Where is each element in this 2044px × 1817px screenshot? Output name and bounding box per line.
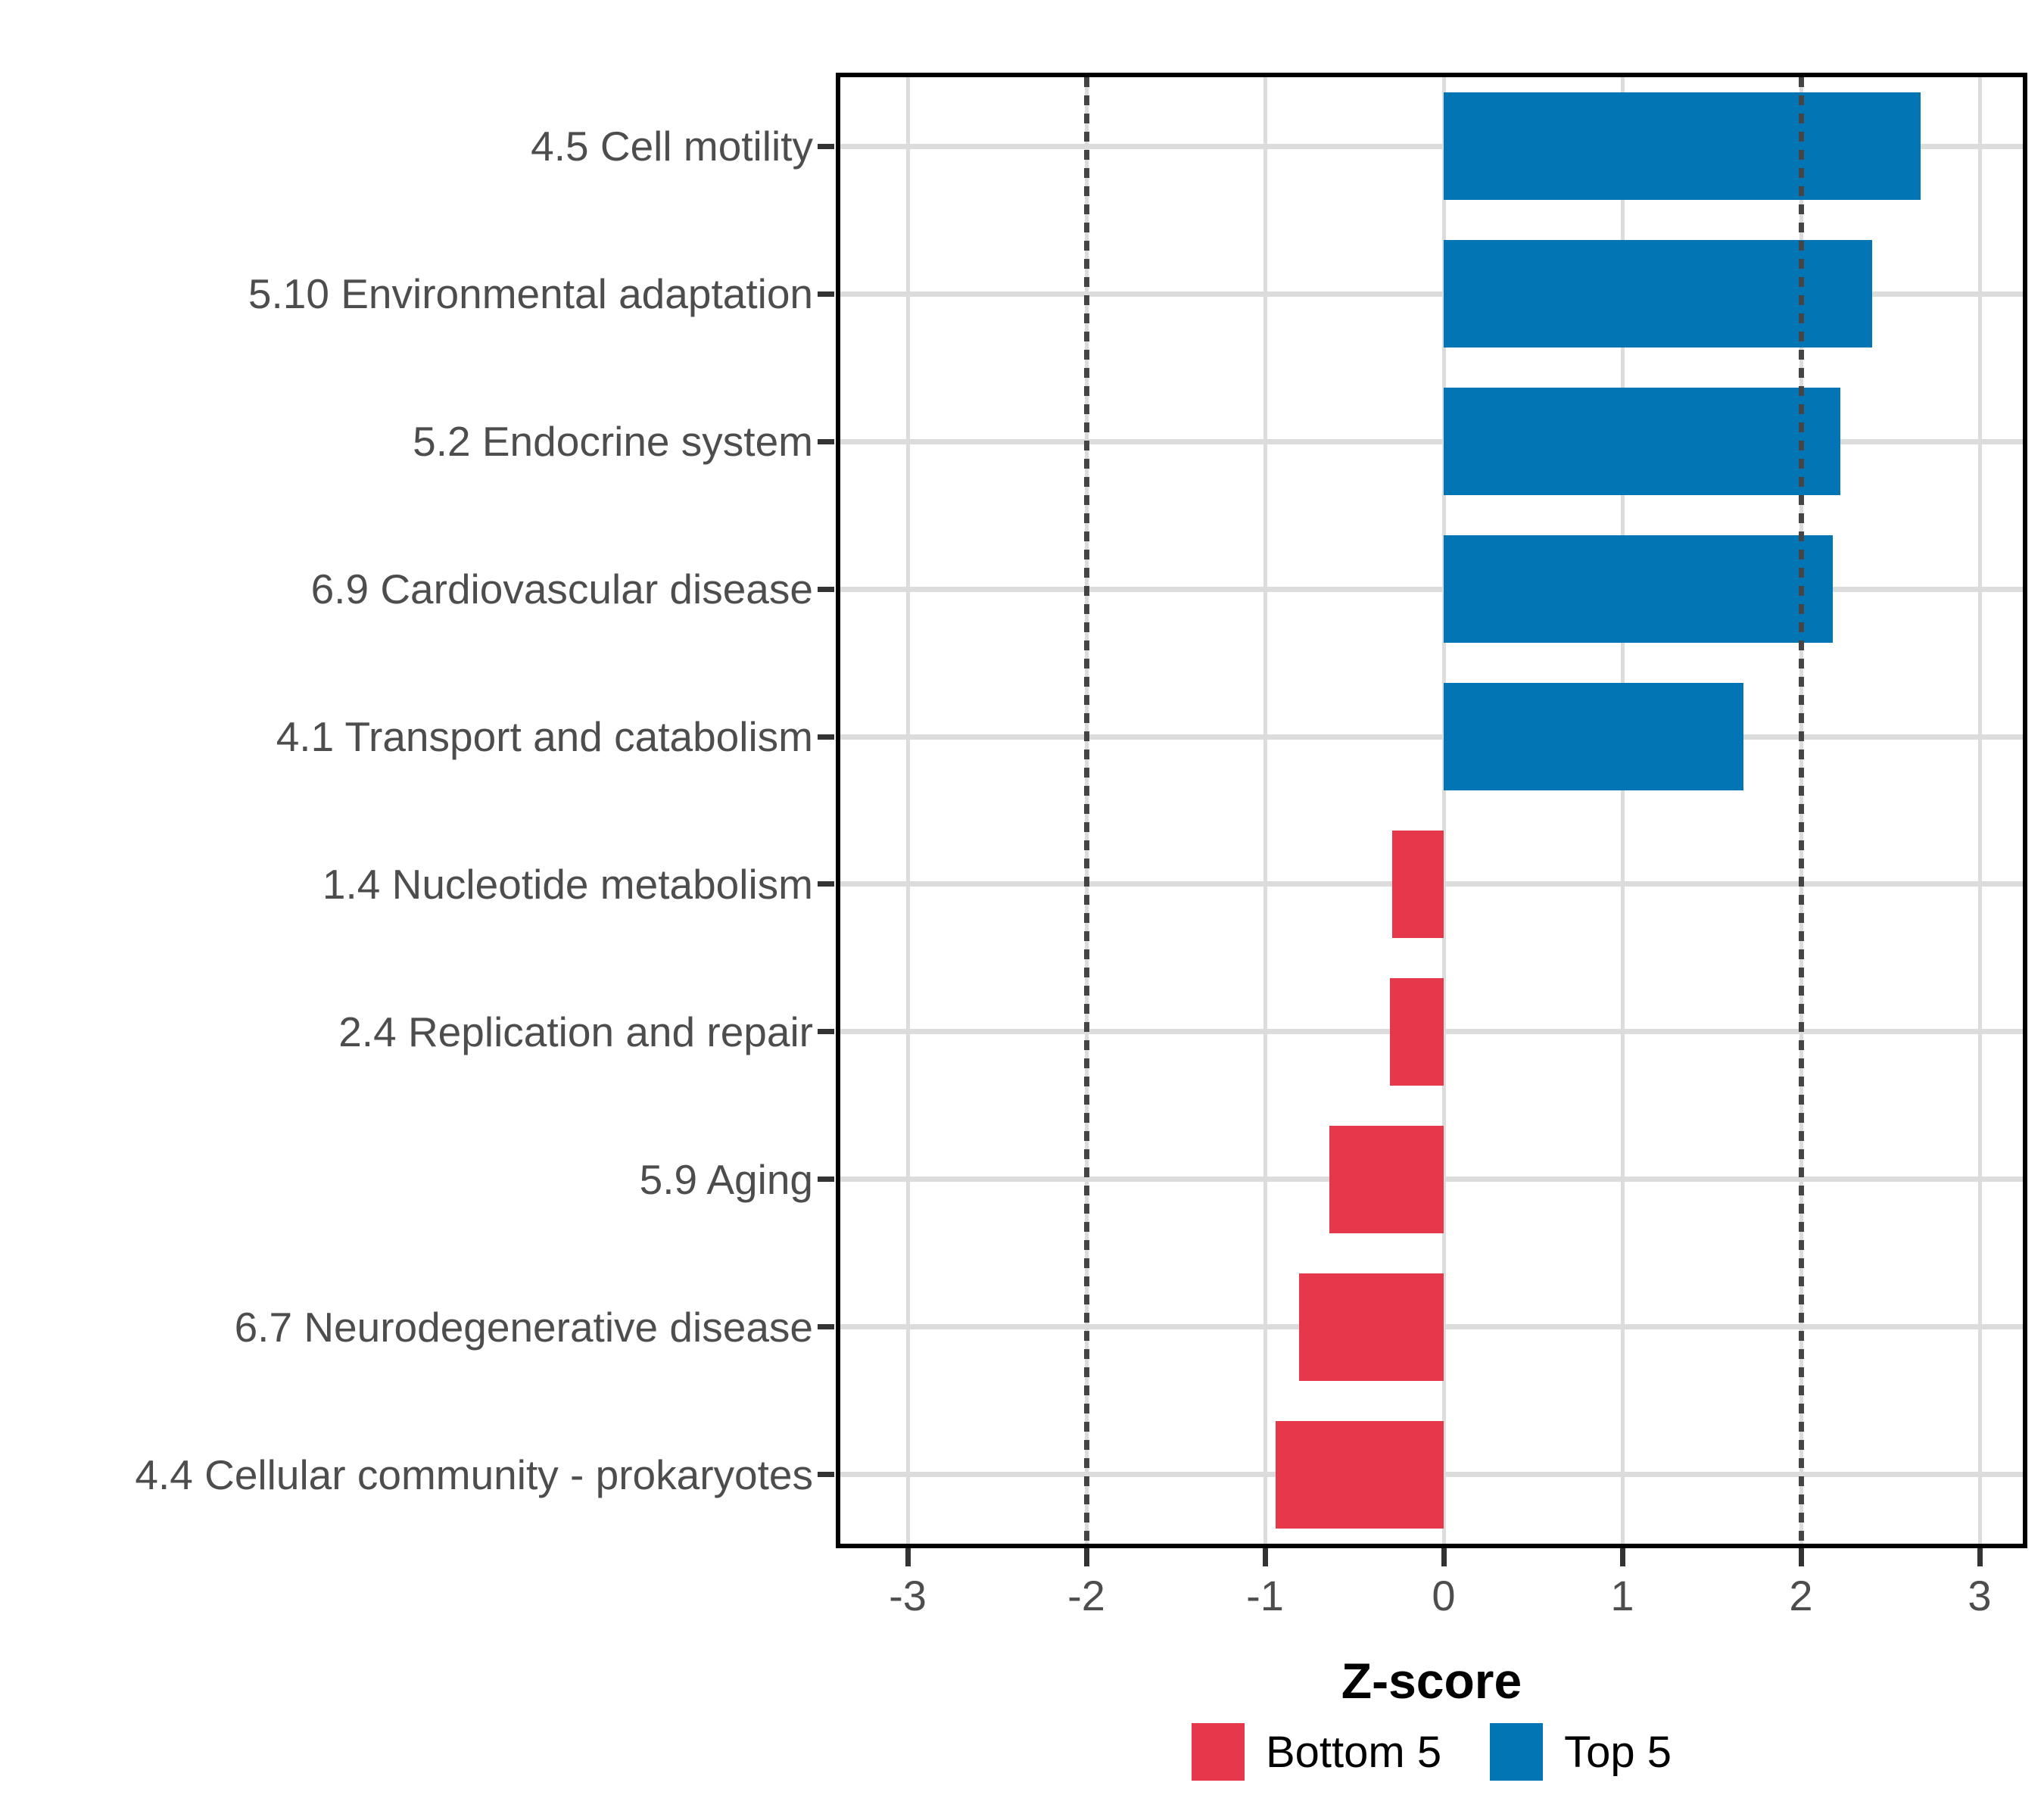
bar-5-10-environmental-adaptation xyxy=(1444,240,1873,348)
bar-5-2-endocrine-system xyxy=(1444,388,1840,496)
y-label-4-1-transport-and-catabolism: 4.1 Transport and catabolism xyxy=(276,713,813,761)
x-tick-label--1: -1 xyxy=(1246,1572,1284,1619)
reference-line--2 xyxy=(1083,77,1089,1544)
y-tick-1-4-nucleotide-metabolism xyxy=(818,881,834,887)
bar-4-1-transport-and-catabolism xyxy=(1444,683,1744,791)
gridline-y-5-2-endocrine-system xyxy=(840,438,2023,444)
x-tick--1 xyxy=(1262,1548,1268,1566)
y-tick-5-2-endocrine-system xyxy=(818,438,834,444)
x-tick-label-1: 1 xyxy=(1610,1572,1634,1619)
gridline-y-4-5-cell-motility xyxy=(840,143,2023,149)
legend-item-bottom-5: Bottom 5 xyxy=(1191,1723,1442,1781)
y-tick-5-9-aging xyxy=(818,1177,834,1183)
x-tick-0 xyxy=(1441,1548,1447,1566)
gridline-x-1 xyxy=(1620,77,1625,1544)
y-label-6-9-cardiovascular-disease: 6.9 Cardiovascular disease xyxy=(310,566,813,613)
y-label-6-7-neurodegenerative-disease: 6.7 Neurodegenerative disease xyxy=(234,1303,813,1351)
x-tick-label-2: 2 xyxy=(1789,1572,1813,1619)
gridline-y-6-9-cardiovascular-disease xyxy=(840,586,2023,592)
y-label-5-9-aging: 5.9 Aging xyxy=(639,1155,813,1203)
x-tick--3 xyxy=(905,1548,911,1566)
y-tick-6-7-neurodegenerative-disease xyxy=(818,1324,834,1330)
x-tick-1 xyxy=(1619,1548,1625,1566)
x-tick-3 xyxy=(1977,1548,1983,1566)
bar-1-4-nucleotide-metabolism xyxy=(1391,830,1444,938)
gridline-x--3 xyxy=(905,77,910,1544)
legend-label-bottom-5: Bottom 5 xyxy=(1265,1727,1442,1777)
bar-6-9-cardiovascular-disease xyxy=(1444,535,1834,644)
legend: Bottom 5 Top 5 xyxy=(836,1723,2027,1781)
y-label-4-5-cell-motility: 4.5 Cell motility xyxy=(531,123,813,170)
y-label-1-4-nucleotide-metabolism: 1.4 Nucleotide metabolism xyxy=(322,860,813,908)
legend-item-top-5: Top 5 xyxy=(1490,1723,1672,1781)
legend-swatch-bottom-5 xyxy=(1191,1723,1245,1781)
gridline-x-3 xyxy=(1977,77,1982,1544)
x-tick--2 xyxy=(1083,1548,1089,1566)
y-tick-4-4-cellular-community-prokaryotes xyxy=(818,1472,834,1478)
y-tick-4-1-transport-and-catabolism xyxy=(818,734,834,740)
x-tick-label-3: 3 xyxy=(1968,1572,1992,1619)
y-label-2-4-replication-and-repair: 2.4 Replication and repair xyxy=(338,1008,813,1055)
legend-swatch-top-5 xyxy=(1490,1723,1544,1781)
gridline-x--1 xyxy=(1263,77,1267,1544)
gridline-x-0 xyxy=(1441,77,1446,1544)
bar-6-7-neurodegenerative-disease xyxy=(1298,1273,1444,1381)
y-tick-5-10-environmental-adaptation xyxy=(818,291,834,297)
y-label-4-4-cellular-community-prokaryotes: 4.4 Cellular community - prokaryotes xyxy=(135,1451,813,1498)
bar-2-4-replication-and-repair xyxy=(1390,977,1444,1086)
gridline-y-5-10-environmental-adaptation xyxy=(840,291,2023,297)
y-tick-2-4-replication-and-repair xyxy=(818,1029,834,1035)
x-tick-label-0: 0 xyxy=(1432,1572,1456,1619)
gridline-y-4-1-transport-and-catabolism xyxy=(840,734,2023,740)
x-tick-label--2: -2 xyxy=(1067,1572,1105,1619)
y-tick-6-9-cardiovascular-disease xyxy=(818,586,834,592)
bar-4-5-cell-motility xyxy=(1444,92,1921,201)
x-tick-label--3: -3 xyxy=(889,1572,927,1619)
bar-5-9-aging xyxy=(1329,1125,1444,1233)
plot-panel xyxy=(836,73,2027,1548)
legend-label-top-5: Top 5 xyxy=(1564,1727,1672,1777)
bar-4-4-cellular-community-prokaryotes xyxy=(1276,1420,1444,1529)
reference-line-2 xyxy=(1798,77,1804,1544)
x-tick-2 xyxy=(1798,1548,1804,1566)
y-tick-4-5-cell-motility xyxy=(818,143,834,149)
y-label-5-2-endocrine-system: 5.2 Endocrine system xyxy=(413,418,813,466)
y-label-5-10-environmental-adaptation: 5.10 Environmental adaptation xyxy=(248,270,813,318)
x-axis-title: Z-score xyxy=(1341,1653,1522,1709)
